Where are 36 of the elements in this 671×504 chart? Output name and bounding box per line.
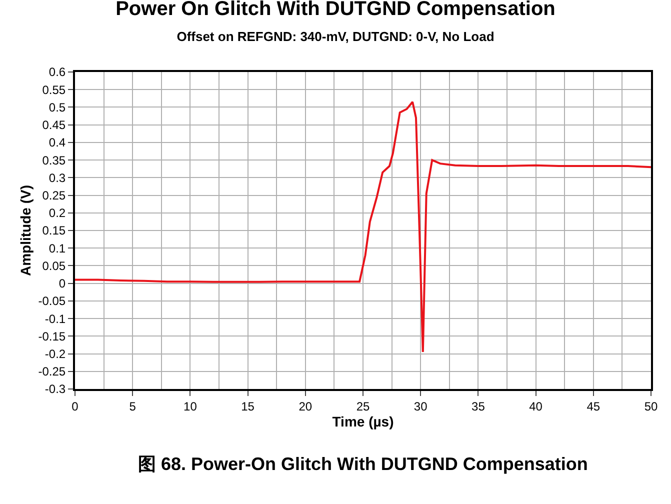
y-tick-label: 0.6 — [48, 65, 66, 80]
y-tick-label: 0.3 — [48, 170, 66, 185]
y-tick-label: 0.15 — [42, 224, 66, 238]
chart-subtitle: Offset on REFGND: 340-mV, DUTGND: 0-V, No Load — [176, 29, 494, 44]
y-tick-label: 0.35 — [42, 153, 66, 168]
x-tick-label: 50 — [644, 399, 658, 414]
y-tick-label: 0.25 — [42, 188, 66, 202]
x-tick-label: 0 — [72, 399, 79, 414]
x-tick-label: 15 — [241, 399, 255, 414]
y-tick-label: -0.25 — [38, 364, 66, 379]
x-tick-label: 10 — [184, 399, 198, 414]
y-tick-label: 0.55 — [42, 82, 66, 97]
y-tick-label: 0 — [58, 276, 66, 291]
y-tick-label: 0.1 — [48, 241, 66, 256]
caption: 图 68. Power-On Glitch With DUTGND Compensation — [138, 454, 588, 474]
x-tick-label: 5 — [129, 399, 136, 414]
x-axis-title: Time (µs) — [332, 413, 394, 430]
x-tick-label: 25 — [356, 399, 370, 414]
x-tick-label: 35 — [472, 399, 486, 414]
x-tick-label: 45 — [586, 399, 600, 414]
chart-title: Power On Glitch With DUTGND Compensation — [116, 0, 556, 20]
y-tick-label: 0.2 — [48, 206, 66, 220]
y-tick-label: -0.05 — [38, 294, 66, 308]
y-tick-label: 0.5 — [48, 100, 66, 114]
y-tick-label: 0.45 — [42, 118, 66, 132]
y-tick-label: 0.05 — [42, 258, 66, 273]
x-tick-label: 20 — [298, 399, 312, 414]
y-axis-title: Amplitude (V) — [17, 185, 34, 276]
y-tick-label: -0.2 — [44, 346, 66, 361]
x-tick-label: 30 — [414, 399, 428, 414]
line-series — [75, 100, 651, 354]
y-tick-label: -0.1 — [44, 312, 66, 326]
y-tick-label: -0.3 — [44, 382, 66, 396]
y-tick-label: -0.15 — [38, 329, 66, 344]
y-tick-label: 0.4 — [48, 136, 66, 150]
x-tick-label: 40 — [529, 399, 543, 414]
